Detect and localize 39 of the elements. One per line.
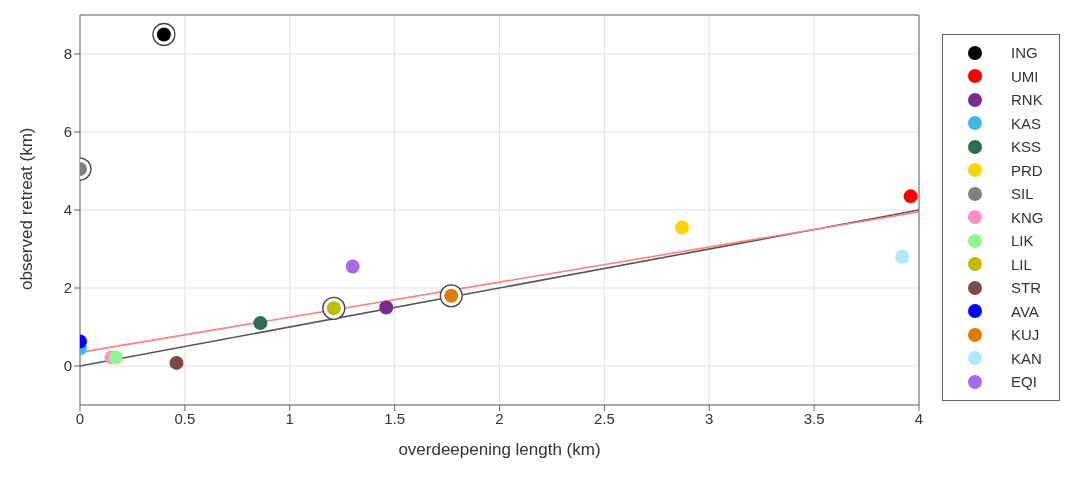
legend-label: ING [1011, 44, 1038, 62]
y-tick-label: 8 [63, 45, 72, 63]
point [903, 189, 918, 204]
legend-label: PRD [1011, 161, 1043, 179]
y-axis-title: observed retreat (km) [17, 127, 37, 290]
point [379, 300, 394, 315]
point [108, 350, 123, 365]
x-axis-title: overdeepening length (km) [398, 440, 601, 459]
x-tick-label: 1.5 [384, 409, 406, 427]
x-tick-label: 4 [914, 409, 924, 427]
legend-label: EQI [1011, 373, 1037, 391]
legend-label: KUJ [1011, 326, 1040, 344]
point [169, 355, 184, 370]
x-tick-label: 2.5 [593, 409, 615, 427]
legend-label: RNK [1011, 91, 1043, 109]
x-tick-label: 3.5 [803, 409, 825, 427]
legend-label: AVA [1011, 302, 1039, 320]
y-tick-label: 2 [63, 279, 72, 297]
y-tick-label: 6 [63, 123, 72, 141]
legend-label: KNG [1011, 208, 1044, 226]
legend-label: KAN [1011, 349, 1042, 367]
y-tick-label: 4 [63, 201, 72, 219]
x-tick-label: 1 [285, 409, 294, 427]
legend-label: KAS [1011, 114, 1042, 132]
point [674, 220, 689, 235]
legend-label: LIL [1011, 255, 1032, 273]
point [895, 249, 910, 264]
point [253, 316, 268, 331]
x-tick-label: 2 [495, 409, 504, 427]
x-tick-label: 0.5 [174, 409, 196, 427]
x-tick-label: 0 [75, 409, 85, 427]
legend-label: UMI [1011, 67, 1039, 85]
legend-label: SIL [1011, 185, 1034, 203]
legend-label: STR [1011, 279, 1041, 297]
legend-label: LIK [1011, 232, 1034, 250]
y-tick-label: 0 [63, 357, 72, 375]
legend-label: KSS [1011, 138, 1042, 156]
point [345, 259, 360, 274]
x-tick-label: 3 [705, 409, 714, 427]
